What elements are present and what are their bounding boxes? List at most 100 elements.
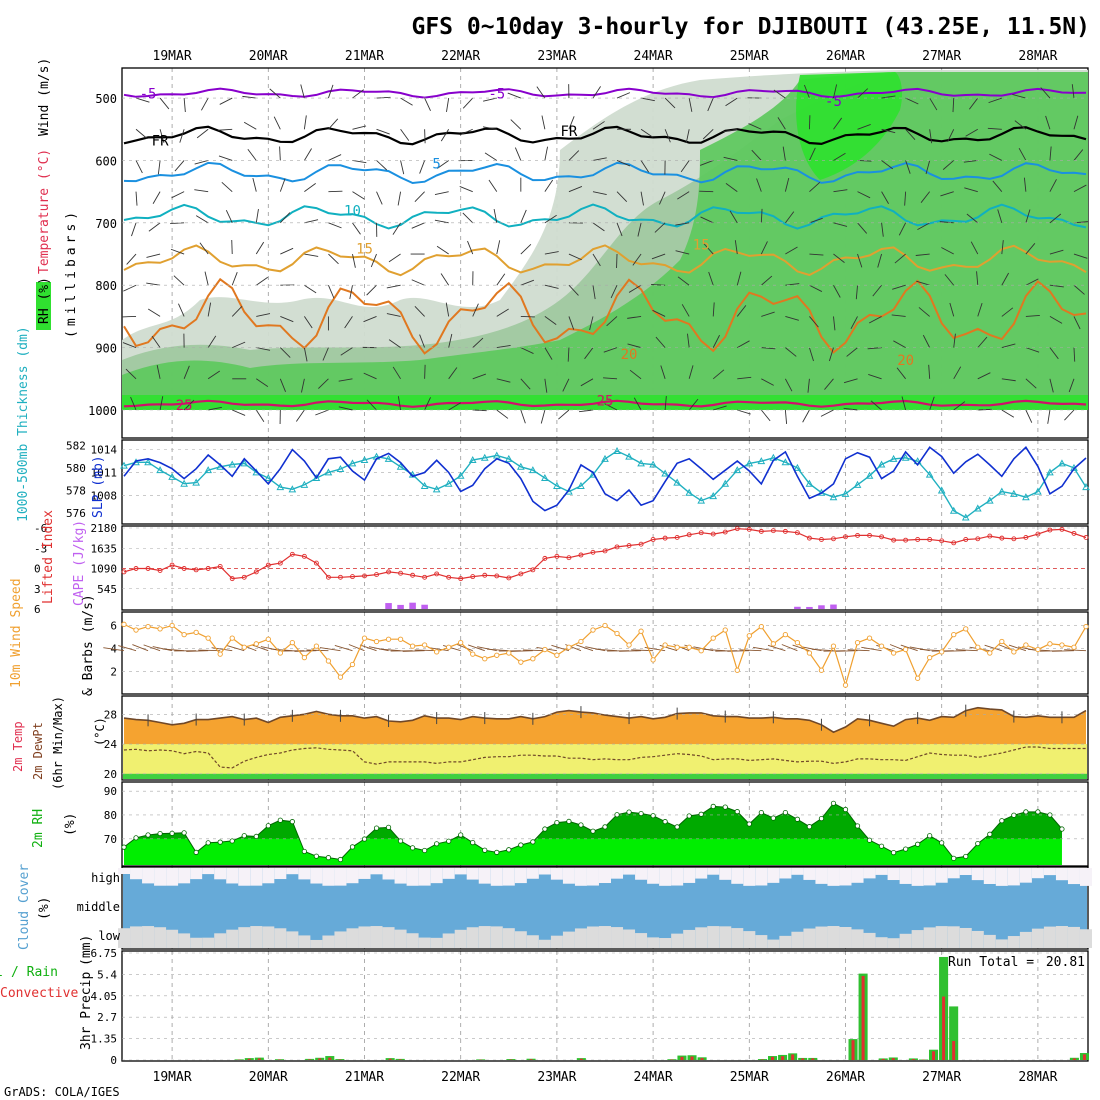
thickness-point (276, 483, 285, 491)
rh2m-point (975, 840, 981, 847)
rh2m-point (999, 818, 1005, 824)
cloud-high-clear (310, 868, 323, 884)
wind10m-speed-point (770, 641, 776, 647)
upper-wind-barb (541, 115, 546, 130)
date-label-bottom: 24MAR (634, 1070, 673, 1085)
upper-wind-barb (419, 160, 426, 174)
wind10m-barb (576, 644, 594, 652)
upper-wind-barb (207, 335, 217, 348)
lifted-index-point (253, 569, 259, 575)
contour-label: 25 (176, 398, 193, 414)
upper-wind-barb (1073, 115, 1079, 130)
cloud-level-label: middle (77, 900, 120, 914)
slp-tick-label: 1011 (91, 466, 118, 479)
wind10m-speed-point (1047, 641, 1053, 647)
cloud-low-grey (214, 933, 227, 948)
precip-panel: 0 1.35 2.7 4.05 5.4 6.75 Total / Rain Convect… (0, 935, 1089, 1067)
precip-convective-bar (1082, 1054, 1086, 1060)
lifted-index-point (470, 574, 476, 580)
cloud-low-grey (298, 935, 311, 948)
rh2m-point (337, 856, 344, 863)
upper-wind-barb (434, 219, 449, 224)
wind10m-barb (487, 648, 509, 652)
upper-wind-barb (713, 405, 727, 411)
upper-wind-barb (328, 285, 335, 299)
upper-wind-barb (1049, 284, 1064, 288)
wind10m-speed-point (458, 640, 464, 646)
precip-total-ylabel: Total / Rain (0, 965, 58, 980)
wind10m-barb (152, 646, 173, 652)
rh2m-frame (121, 781, 1089, 867)
cloud-low-grey (430, 937, 443, 948)
upper-wind-barb (1049, 249, 1064, 255)
upper-wind-barb (664, 129, 671, 143)
thickness-point (793, 463, 802, 471)
lifted-index-point (987, 533, 993, 539)
upper-wind-barb (328, 222, 342, 229)
upper-wind-barb (1064, 409, 1075, 421)
lifted-index-point (133, 566, 139, 571)
upper-wind-barb (707, 97, 714, 112)
upper-wind-barb (520, 243, 532, 255)
wind10m-barb (402, 650, 425, 652)
cloud-high-clear (1019, 868, 1032, 883)
precip-convective-bar (388, 1058, 392, 1060)
upper-wind-barb (604, 403, 618, 411)
upper-wind-barb (1025, 409, 1033, 423)
upper-wind-barb (632, 253, 642, 266)
wind10m-speed-point (1071, 644, 1077, 650)
lifted-index-point (506, 575, 512, 581)
upper-wind-barb (850, 316, 858, 329)
upper-wind-barb (881, 128, 896, 134)
upper-wind-barb (255, 241, 265, 255)
upper-wind-barb (820, 409, 834, 417)
precip-tick-label: 6.75 (91, 947, 118, 960)
cloud-low-grey (358, 926, 371, 948)
thickness-point (553, 481, 561, 489)
upper-wind-barb (544, 146, 548, 161)
rh-label: RH (%) (37, 277, 52, 324)
upper-wind-barb (315, 409, 329, 416)
upper-wind-barb (256, 313, 271, 317)
thickness-point (120, 461, 128, 469)
upper-wind-barb (870, 400, 882, 411)
thickness-point (420, 481, 429, 489)
upper-wind-barb (446, 98, 450, 112)
wind10m-barb (270, 648, 293, 652)
upper-wind-barb (989, 153, 1003, 161)
cloud-low-grey (755, 935, 768, 948)
thickness-point (384, 454, 393, 462)
lifted-index-point (217, 564, 223, 569)
upper-wind-barb (699, 160, 714, 166)
wind10m-speed-point (638, 628, 644, 634)
cloud-low-grey (779, 935, 792, 948)
precip-convective-bar (1072, 1058, 1076, 1060)
cloud-low-grey (574, 928, 587, 948)
upper-wind-barb (318, 378, 329, 389)
rh2m-point (385, 824, 392, 830)
wind10m-speed-point (854, 640, 861, 646)
thickness-point (673, 478, 681, 486)
upper-wind-barb (592, 121, 605, 130)
upper-wind-barb (773, 89, 786, 99)
upper-wind-barb (388, 339, 401, 348)
upper-wind-barb (708, 271, 714, 286)
upper-wind-barb (304, 284, 317, 294)
rh2m-point (818, 815, 825, 822)
cloud-high-clear (755, 868, 768, 886)
upper-wind-barb (857, 222, 868, 234)
cloud-cover-frame (121, 866, 1089, 950)
cloud-low-grey (466, 927, 479, 948)
wind10m-barb (306, 649, 329, 652)
wind10m-speed-point (578, 638, 584, 645)
thickness-point (949, 506, 958, 514)
lifted-tick-label: -3 (34, 542, 47, 555)
upper-wind-barb (135, 128, 148, 139)
upper-wind-barb (459, 128, 473, 136)
wind10m-speed-point (866, 635, 873, 641)
precip-convective-bar (851, 1040, 855, 1060)
upper-wind-barb (929, 396, 935, 411)
cloud-low-grey (971, 930, 984, 948)
upper-wind-barb (677, 276, 690, 286)
upper-wind-barb (376, 160, 388, 171)
